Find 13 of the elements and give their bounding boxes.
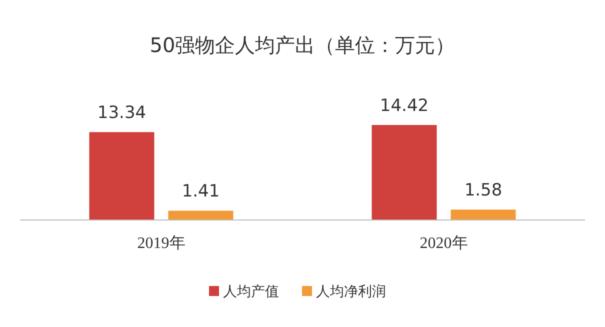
x-tick-label: 2019年: [137, 235, 186, 252]
data-label: 1.58: [464, 180, 502, 201]
bar: [89, 132, 154, 220]
data-label: 13.34: [97, 103, 146, 124]
bar: [372, 125, 437, 220]
data-label: 1.41: [182, 182, 220, 202]
x-tick-label: 2020年: [420, 235, 468, 252]
legend-label: 人均产值: [223, 284, 279, 300]
bar: [168, 210, 234, 220]
bar: [450, 210, 516, 220]
chart-title: 50强物企人均产出（单位：万元）: [150, 33, 456, 57]
legend-label: 人均净利润: [316, 284, 386, 300]
data-label: 14.42: [380, 96, 429, 116]
